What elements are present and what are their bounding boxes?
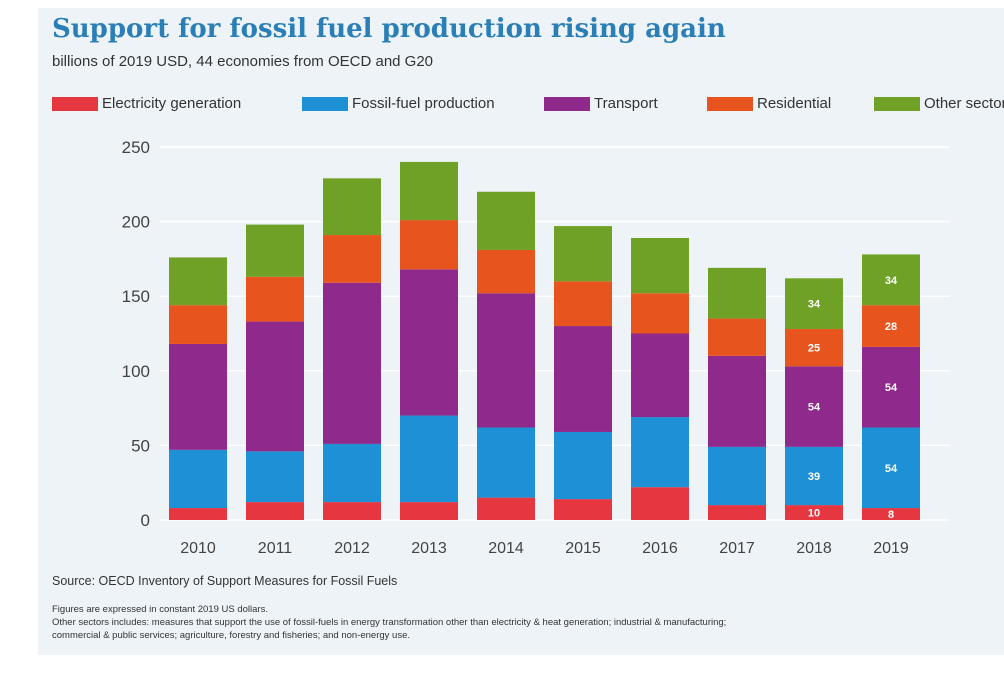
source-note: Source: OECD Inventory of Support Measur… — [52, 574, 398, 588]
chart-title: Support for fossil fuel production risin… — [52, 14, 726, 44]
bar-segment — [708, 355, 766, 447]
bar-segment — [400, 502, 458, 520]
bar-segment — [785, 446, 843, 506]
bar-segment — [246, 276, 304, 322]
bar-segment — [169, 343, 227, 450]
bar-segment — [631, 417, 689, 488]
legend-item: Fossil-fuel production — [302, 95, 495, 112]
bar-segment — [785, 366, 843, 447]
legend-item: Other sectors — [874, 95, 1004, 112]
bar-segment — [708, 446, 766, 506]
legend-label: Residential — [757, 95, 832, 112]
x-tick-label: 2016 — [642, 540, 678, 557]
data-label: 34 — [808, 299, 821, 311]
y-tick-label: 150 — [122, 287, 150, 306]
bar-segment — [323, 178, 381, 236]
data-label: 10 — [808, 508, 820, 520]
bar-segment — [169, 449, 227, 509]
data-label: 8 — [888, 509, 894, 521]
legend-label: Fossil-fuel production — [352, 95, 495, 112]
bar-segment — [631, 238, 689, 294]
x-tick-label: 2012 — [334, 540, 370, 557]
footnote-currency: Figures are expressed in constant 2019 U… — [52, 604, 268, 615]
legend-swatch — [544, 96, 590, 111]
bar-segment — [554, 326, 612, 432]
y-tick-label: 200 — [122, 213, 150, 232]
y-tick-label: 250 — [122, 138, 150, 157]
data-label: 54 — [885, 463, 898, 475]
data-label: 54 — [885, 382, 898, 394]
bar-segment — [246, 451, 304, 503]
bar-segment — [477, 191, 535, 250]
x-tick-label: 2013 — [411, 540, 447, 557]
bar-segment — [323, 282, 381, 444]
legend-swatch — [52, 96, 98, 111]
legend: Electricity generation Fossil-fuel produc… — [52, 95, 1004, 115]
bar-segment — [554, 431, 612, 500]
legend-label: Transport — [594, 95, 658, 112]
bar-segment — [246, 502, 304, 520]
legend-item: Electricity generation — [52, 95, 241, 112]
bar-segment — [246, 321, 304, 452]
bar-segment — [708, 505, 766, 520]
bar-segment — [631, 487, 689, 520]
bar-segment — [169, 508, 227, 520]
data-label: 54 — [808, 402, 821, 414]
x-tick-label: 2019 — [873, 540, 909, 557]
bar-segment — [246, 224, 304, 277]
bar-segment — [631, 293, 689, 334]
x-tick-label: 2011 — [258, 540, 293, 557]
legend-label: Other sectors — [924, 95, 1004, 112]
bar-segment — [477, 249, 535, 294]
bar-segment — [323, 235, 381, 283]
bar-segment — [323, 443, 381, 503]
bar-segment — [631, 333, 689, 418]
bar-segment — [862, 508, 920, 520]
bar-segment — [708, 318, 766, 356]
legend-swatch — [874, 96, 920, 111]
bar-segment — [554, 281, 612, 327]
bar-segment — [477, 293, 535, 428]
bar-segment — [400, 415, 458, 503]
x-tick-label: 2014 — [488, 540, 524, 557]
x-tick-label: 2018 — [796, 540, 832, 557]
bar-segment — [169, 305, 227, 344]
data-label: 39 — [808, 471, 820, 483]
x-tick-label: 2017 — [719, 540, 755, 557]
data-label: 28 — [885, 321, 897, 333]
x-tick-label: 2015 — [565, 540, 601, 557]
bar-segment — [785, 278, 843, 330]
bar-segment — [708, 267, 766, 319]
y-tick-label: 50 — [131, 436, 150, 455]
bar-segment — [477, 427, 535, 498]
bar-segment — [554, 499, 612, 520]
bar-segment — [862, 427, 920, 509]
x-tick-label: 2010 — [180, 540, 216, 557]
bar-segment — [862, 346, 920, 428]
bar-segment — [862, 305, 920, 347]
bar-segment — [400, 269, 458, 416]
bar-segment — [554, 226, 612, 282]
chart-subtitle: billions of 2019 USD, 44 economies from … — [52, 53, 434, 70]
bar-segment — [785, 329, 843, 367]
y-tick-label: 100 — [122, 362, 150, 381]
legend-label: Electricity generation — [102, 95, 242, 112]
footnote-other-sectors-continued: commercial & public services; agricultur… — [52, 630, 410, 641]
bar-segment — [400, 220, 458, 270]
legend-item: Residential — [707, 95, 831, 112]
bar-segment — [862, 254, 920, 306]
bar-segment — [477, 497, 535, 520]
bar-segment — [400, 161, 458, 221]
legend-swatch — [707, 96, 753, 111]
bar-segment — [169, 257, 227, 306]
bar-segment — [785, 505, 843, 520]
footnote-other-sectors: Other sectors includes: measures that su… — [52, 617, 727, 628]
legend-item: Transport — [544, 95, 658, 112]
data-label: 34 — [885, 275, 898, 287]
bar-chart: 0 50 100 150 200 250 2010 2011 2012 2013 2014 2015 2… — [122, 138, 950, 557]
bar-segment — [323, 502, 381, 520]
y-tick-label: 0 — [141, 511, 150, 530]
data-label: 25 — [808, 343, 820, 355]
legend-swatch — [302, 96, 348, 111]
